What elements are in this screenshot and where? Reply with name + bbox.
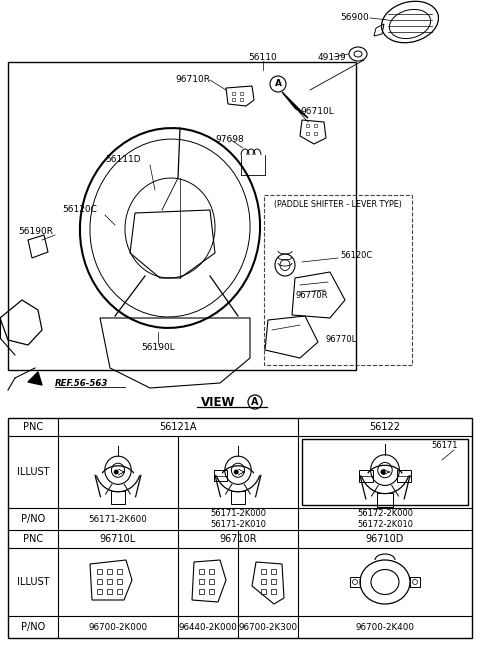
Text: 56172-2K000
56172-2K010: 56172-2K000 56172-2K010 [357,509,413,529]
Text: 56171-2K600: 56171-2K600 [89,514,147,523]
Text: 56171: 56171 [432,441,458,451]
Bar [314,132,317,135]
Text: 96710R: 96710R [175,75,210,85]
Bar [302,439,468,505]
Bar [117,589,122,594]
Text: ILLUST: ILLUST [17,577,49,587]
Polygon shape [28,372,42,385]
Text: 56122: 56122 [370,422,400,432]
Text: VIEW: VIEW [201,396,235,409]
Bar [199,579,204,584]
Bar [209,569,214,574]
Bar [97,579,102,584]
Text: 56121A: 56121A [159,422,197,432]
Text: REF.56-563: REF.56-563 [55,379,108,388]
Text: P/NO: P/NO [21,514,45,524]
Bar [97,569,102,574]
Bar [306,124,309,127]
Bar [231,491,245,504]
Text: 97698: 97698 [215,136,244,144]
Text: PNC: PNC [23,422,43,432]
Circle shape [114,470,118,474]
Bar [8,62,356,370]
Text: 96710L: 96710L [300,108,334,117]
Bar [240,98,243,101]
Bar [97,589,102,594]
Bar [397,470,411,482]
Bar [8,418,472,638]
Bar [199,569,204,574]
Text: 96700-2K300: 96700-2K300 [239,623,298,632]
Text: A: A [275,79,281,89]
Text: 56120C: 56120C [340,251,372,260]
Bar [117,579,122,584]
Bar [264,195,412,365]
Bar [271,579,276,584]
Bar [107,589,112,594]
Bar [107,579,112,584]
Text: 96700-2K000: 96700-2K000 [88,623,147,632]
Text: 56171-2K000
56171-2K010: 56171-2K000 56171-2K010 [210,509,266,529]
Bar [350,577,360,587]
Text: 96710R: 96710R [219,534,257,544]
Bar [214,470,227,481]
Text: (PADDLE SHIFTER - LEVER TYPE): (PADDLE SHIFTER - LEVER TYPE) [274,201,402,209]
Text: 56111D: 56111D [105,155,141,165]
Bar [261,569,266,574]
Text: 49139: 49139 [318,52,347,62]
Bar [359,470,372,482]
Text: 56120C: 56120C [62,205,97,215]
Bar [377,493,393,506]
Bar [271,589,276,594]
Text: P/NO: P/NO [21,622,45,632]
Bar [271,569,276,574]
Text: 96770R: 96770R [295,291,327,300]
Bar [261,579,266,584]
Circle shape [381,470,385,474]
Bar [209,579,214,584]
Bar [232,92,235,95]
Bar [306,132,309,135]
Text: ILLUST: ILLUST [17,467,49,477]
Text: 56190L: 56190L [141,344,175,352]
Text: 96700-2K400: 96700-2K400 [356,623,415,632]
Text: 96710L: 96710L [100,534,136,544]
Text: A: A [251,397,259,407]
Text: 56900: 56900 [341,14,370,22]
Text: 56190R: 56190R [18,228,53,237]
Bar [209,589,214,594]
Text: 56110: 56110 [249,52,277,62]
Polygon shape [282,92,308,118]
Text: PNC: PNC [23,534,43,544]
Bar [117,569,122,574]
Bar [261,589,266,594]
Text: 96710D: 96710D [366,534,404,544]
Bar [199,589,204,594]
Text: 96770L: 96770L [325,335,356,344]
Bar [240,92,243,95]
Bar [107,569,112,574]
Bar [111,491,125,504]
Bar [410,577,420,587]
Bar [314,124,317,127]
Circle shape [235,470,238,474]
Text: 96440-2K000: 96440-2K000 [179,623,238,632]
Bar [232,98,235,101]
